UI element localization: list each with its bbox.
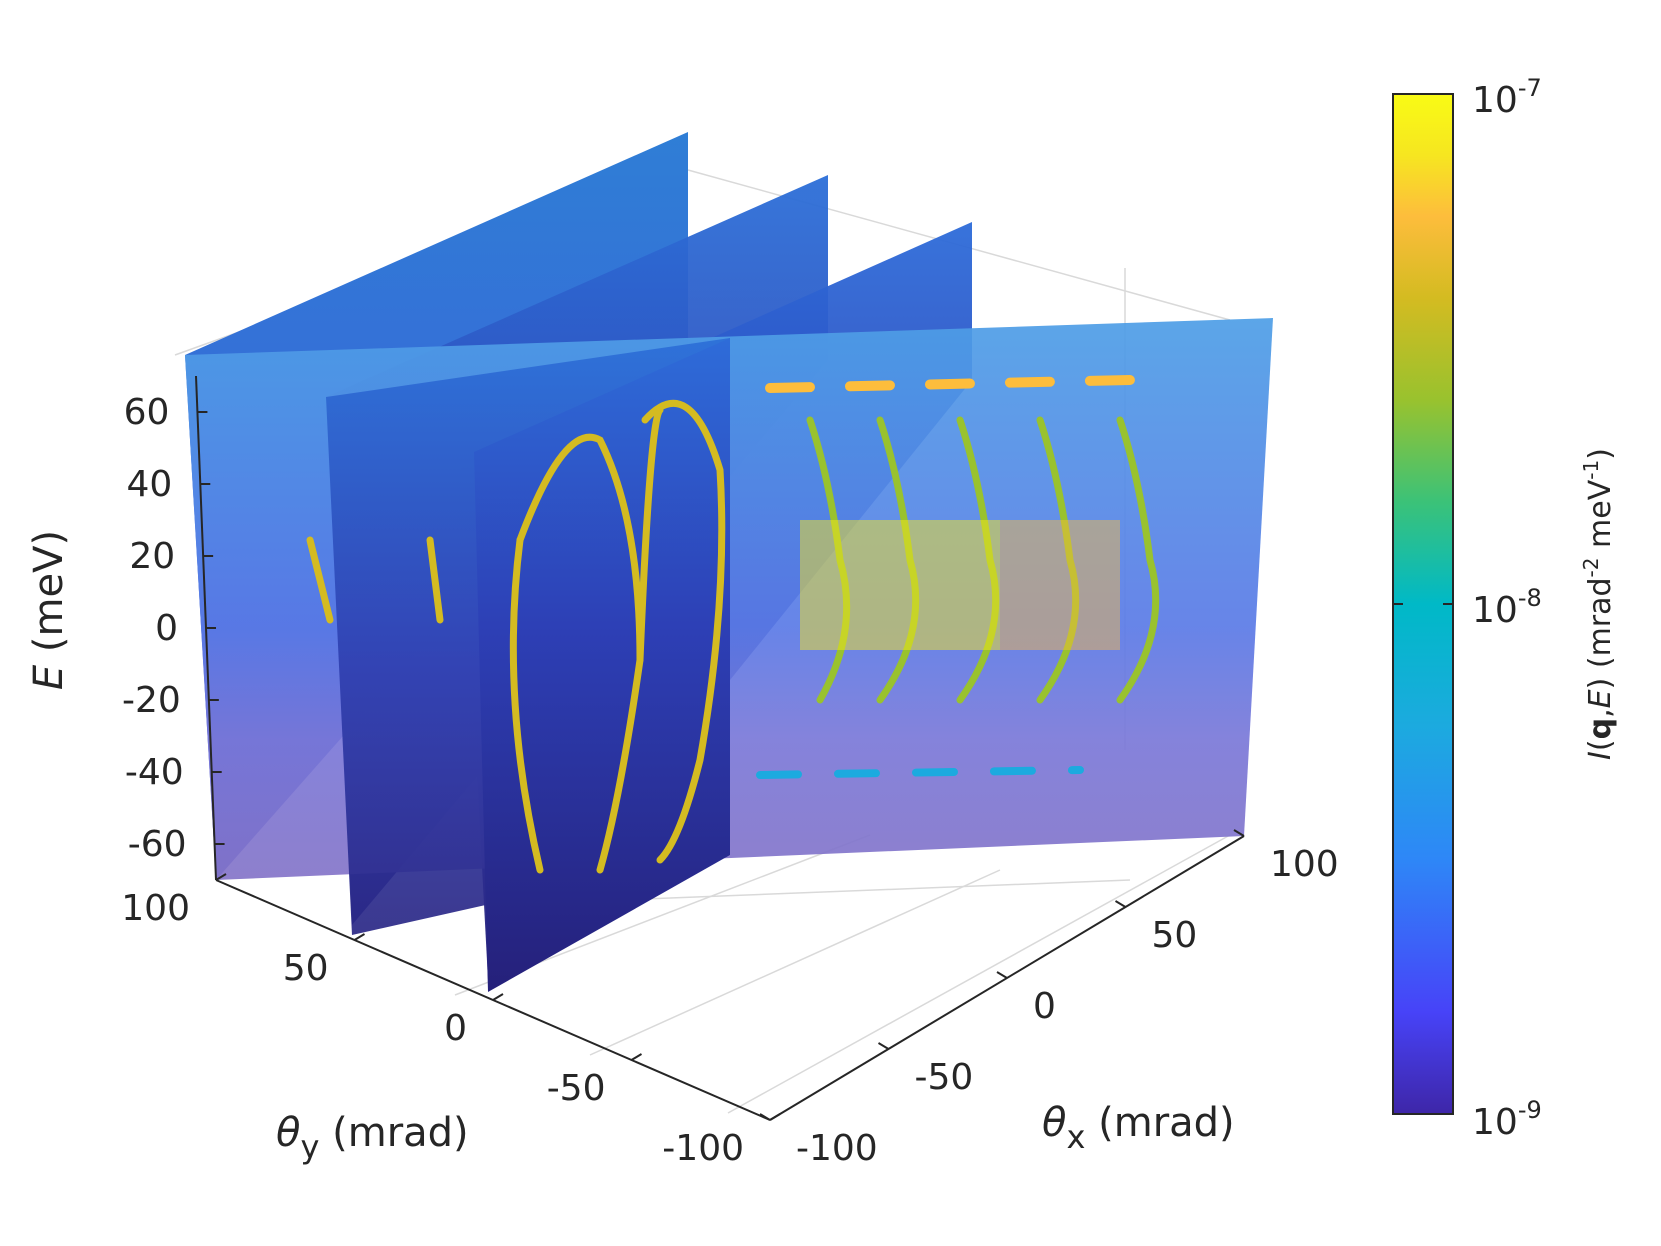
x-tick-50: 50	[1152, 915, 1198, 956]
slice-planes	[185, 132, 1273, 992]
x-axis-label: θx (mrad)	[1042, 1100, 1235, 1156]
z-tick--20: -20	[122, 680, 181, 721]
x-tick-100: 100	[1270, 844, 1339, 885]
z-tick-60: 60	[124, 392, 170, 433]
y-tick-100-mark	[215, 873, 227, 881]
x-axis-ticks: -100 -50 0 50 100	[759, 829, 1339, 1169]
y-tick--100: -100	[662, 1128, 744, 1169]
y-tick-0: 0	[444, 1008, 467, 1049]
y-tick--100-mark	[769, 1113, 781, 1121]
z-tick--60: -60	[128, 824, 187, 865]
colorbar-tick-mid: 10-8	[1472, 584, 1542, 631]
intensity-features	[306, 375, 1160, 874]
x-tick--50: -50	[915, 1057, 974, 1098]
y-tick-50-mark	[353, 933, 366, 941]
y-tick--50-mark	[630, 1053, 643, 1061]
x-tick--100-mark	[759, 1113, 771, 1121]
colorbar: 10-7 10-8 10-9 I(q,E) (mrad-2 meV-1)	[1392, 74, 1618, 1143]
x-tick-100-mark	[1233, 829, 1245, 837]
y-tick-50: 50	[283, 948, 329, 989]
colorbar-tick-top: 10-7	[1472, 74, 1542, 121]
z-tick-0: 0	[155, 608, 178, 649]
x-tick--50-mark	[877, 1042, 890, 1050]
y-tick-0-mark	[492, 993, 504, 1001]
y-axis-label: θy (mrad)	[276, 1110, 469, 1166]
y-tick--50: -50	[547, 1068, 606, 1109]
z-tick-20: 20	[129, 536, 175, 577]
colorbar-tick-bottom: 10-9	[1472, 1096, 1542, 1143]
x-tick--100: -100	[796, 1128, 878, 1169]
x-tick-0-mark	[996, 971, 1008, 979]
x-tick-50-mark	[1114, 900, 1127, 908]
z-tick--40: -40	[125, 752, 184, 793]
z-axis-ticks: 60 40 20 0 -20 -40 -60	[122, 392, 225, 865]
y-axis-ticks: 100 50 0 -50 -100	[121, 873, 781, 1169]
z-axis-label: E (meV)	[26, 530, 72, 690]
y-tick-100: 100	[121, 888, 190, 929]
x-tick-0: 0	[1033, 986, 1056, 1027]
colorbar-label: I(q,E) (mrad-2 meV-1)	[1579, 448, 1618, 760]
z-tick-40: 40	[126, 464, 172, 505]
